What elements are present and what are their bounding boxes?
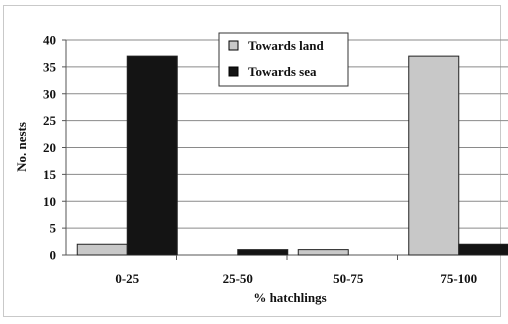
bar-towards-land-0-25 [76, 243, 128, 256]
x-tick-label: 0-25 [115, 271, 139, 286]
bar-towards-sea-25-50 [237, 249, 289, 256]
x-tick-label: 75-100 [440, 271, 477, 286]
y-tick-label: 20 [43, 140, 56, 155]
y-tick-label: 35 [43, 59, 57, 74]
x-tick-label: 50-75 [333, 271, 364, 286]
legend-label-towards-land: Towards land [248, 38, 325, 53]
y-tick-label: 15 [43, 167, 57, 182]
bar-towards-land-75-100 [408, 55, 460, 256]
x-tick-label: 25-50 [223, 271, 253, 286]
legend-label-towards-sea: Towards sea [248, 64, 317, 79]
y-tick-label: 5 [50, 221, 57, 236]
y-tick-label: 10 [43, 194, 56, 209]
bars [76, 55, 508, 256]
y-tick-label: 30 [43, 86, 56, 101]
y-tick-label: 40 [43, 33, 56, 48]
legend-swatch-towards-land [228, 40, 239, 51]
y-axis-title: No. nests [14, 122, 29, 172]
bar-towards-land-50-75 [297, 249, 349, 256]
legend: Towards land Towards sea [218, 32, 349, 87]
x-tick-labels: 0-25 25-50 50-75 75-100 [115, 255, 477, 286]
bar-towards-sea-75-100 [458, 243, 508, 256]
x-axis-title: % hatchlings [253, 290, 326, 305]
bar-towards-sea-0-25 [126, 55, 178, 256]
legend-swatch-towards-sea [228, 66, 239, 77]
y-tick-label: 0 [50, 248, 57, 263]
legend-box [218, 32, 349, 87]
y-tick-labels: 0 5 10 15 20 25 30 35 40 [43, 33, 57, 263]
y-tick-label: 25 [43, 113, 57, 128]
